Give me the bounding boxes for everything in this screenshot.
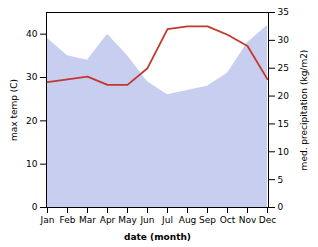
svg-text:30: 30 [278,35,290,45]
svg-text:0: 0 [32,202,38,212]
svg-text:Feb: Feb [60,215,76,225]
svg-text:Aug: Aug [179,215,197,225]
svg-text:15: 15 [278,119,289,129]
svg-text:25: 25 [278,63,289,73]
svg-text:10: 10 [26,159,38,169]
svg-text:0: 0 [278,202,284,212]
svg-text:Mar: Mar [79,215,96,225]
svg-text:date (month): date (month) [124,232,191,242]
svg-text:20: 20 [278,91,290,101]
svg-text:Jan: Jan [40,215,55,225]
svg-text:max temp (C): max temp (C) [9,79,19,141]
svg-text:Nov: Nov [239,215,257,225]
svg-text:Dec: Dec [259,215,276,225]
svg-text:20: 20 [26,116,38,126]
svg-text:Apr: Apr [100,215,116,225]
svg-text:35: 35 [278,7,289,17]
svg-text:Sep: Sep [199,215,216,225]
svg-text:40: 40 [26,29,38,39]
svg-text:Jun: Jun [139,215,154,225]
svg-text:med. precipitation (kg/m2): med. precipitation (kg/m2) [299,50,309,171]
svg-text:5: 5 [278,175,284,185]
svg-text:Oct: Oct [220,215,236,225]
svg-text:May: May [118,215,137,225]
svg-text:30: 30 [26,72,38,82]
svg-text:Jul: Jul [161,215,173,225]
svg-text:10: 10 [278,147,290,157]
